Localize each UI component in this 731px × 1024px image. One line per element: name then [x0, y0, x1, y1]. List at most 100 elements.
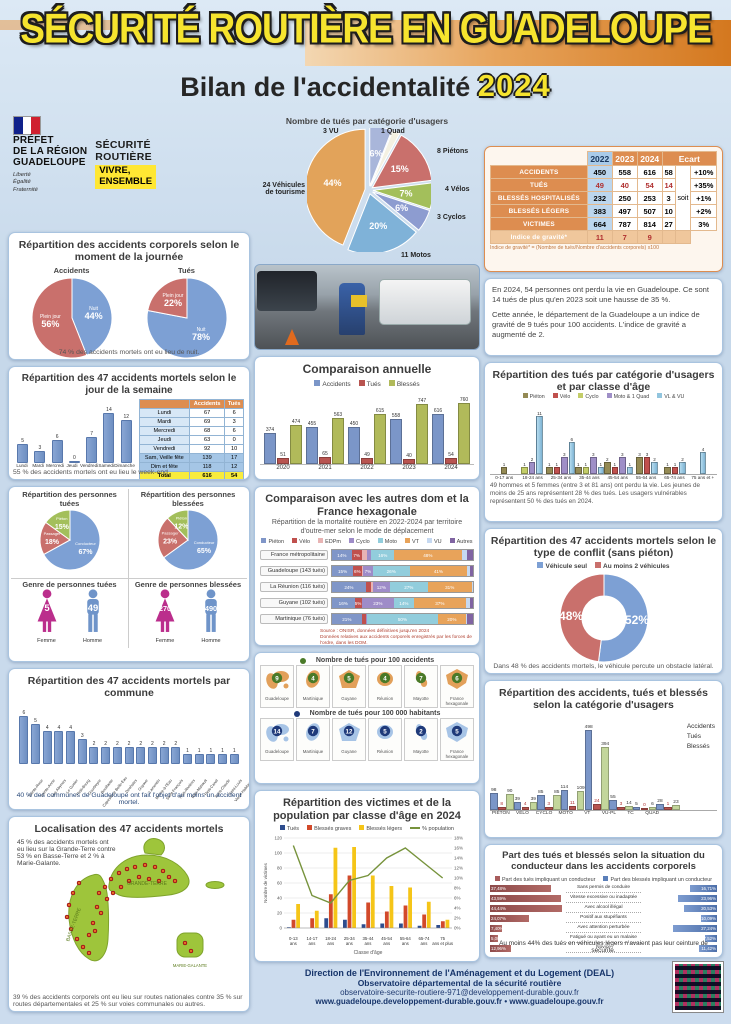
svg-text:45-54: 45-54	[381, 936, 393, 941]
bar-value: 114	[560, 785, 569, 791]
conducteur-label: Vitesse excessive ou inadaptée	[566, 894, 641, 903]
stacked-segment	[467, 566, 471, 577]
pie-ext-label: 1 Quad	[381, 128, 405, 135]
left-column: PRÉFET DE LA RÉGION GUADELOUPE Liberté Égal…	[8, 112, 250, 1012]
slice-name: Piéton	[56, 516, 67, 521]
panel-conducteur: Part des tués et blessés selon la situat…	[484, 844, 723, 958]
bar	[458, 402, 470, 464]
genre-blesses-pictogram: 270 Femme 490 Homme	[130, 589, 246, 647]
panel-note: 49 hommes et 5 femmes (entre 3 et 81 ans…	[490, 482, 701, 505]
bar-value: 394	[601, 741, 610, 747]
pie-slice	[163, 509, 219, 571]
bar	[68, 461, 80, 463]
bar-value: 3	[562, 451, 566, 457]
svg-text:ans: ans	[309, 941, 316, 946]
tues-bar-zone: 7,40%	[490, 925, 566, 933]
dom-row-label: Martinique (76 tués)	[260, 614, 328, 625]
tues-value: 44,44%	[491, 905, 506, 911]
bar-value: 90	[507, 789, 513, 795]
bar-wrap: 1	[582, 400, 589, 475]
bar-value: 85	[538, 789, 544, 795]
summary-paragraph-1: En 2024, 54 personnes ont perdu la vie e…	[492, 285, 710, 305]
bar-wrap: 49	[361, 388, 373, 464]
svg-text:6: 6	[455, 675, 459, 682]
dom-row: Martinique (76 tués) 21% 50% 20%	[260, 613, 474, 626]
territory-map: 4 Martinique	[296, 665, 330, 708]
legend-item: Tués	[280, 825, 299, 832]
person-value: 5	[44, 602, 49, 613]
svg-text:4: 4	[311, 675, 315, 682]
catage-chart: 1 1 2 11 1 1 3 6 1 1 3 1 2 1 3 1 3 3 2 1 1 2 4 0-17 ans 18-24 an…	[490, 400, 717, 480]
branding-block: PRÉFET DE LA RÉGION GUADELOUPE Liberté Égal…	[8, 112, 250, 226]
panel-usagers: Répartition des accidents, tués et bless…	[484, 680, 723, 838]
stacked-segment: 24%	[332, 582, 366, 593]
footer-links[interactable]: www.guadeloupe.developpement-durable.gou…	[315, 997, 604, 1006]
stacked-segment	[471, 582, 473, 593]
bar-value: 85	[554, 789, 560, 795]
pie-slice	[146, 277, 187, 319]
legend-item: Autres	[449, 538, 473, 545]
bar-value: 1	[584, 462, 588, 468]
maps-title-2: Nombre de tués pour 100 000 habitants	[309, 710, 441, 717]
bar-wrap: 1	[664, 714, 672, 811]
bar-group: 2	[170, 702, 182, 765]
pie-slice	[31, 277, 87, 359]
bar-value: 1	[613, 462, 617, 468]
panel-title: Répartition des 47 accidents mortels sel…	[490, 535, 717, 560]
blesses-value: 11,42%	[701, 945, 716, 951]
pie-chart: 6% 15% 7% 6% 20% 44%	[304, 125, 434, 255]
bar-wrap: 90	[506, 714, 514, 811]
bar	[194, 754, 204, 765]
blue-dot-icon	[293, 710, 300, 717]
bar-wrap: 3	[619, 400, 626, 475]
stacked-segment: 31%	[427, 582, 472, 593]
territory-label: Mayotte	[413, 749, 429, 754]
bar	[500, 467, 508, 475]
svg-text:GRANDE-TERRE: GRANDE-TERRE	[127, 881, 168, 887]
catage-groups: 1 1 2 11 1 1 3 6 1 1 3 1 2 1 3 1 3 3 2 1 1 2 4	[490, 400, 717, 476]
bar-wrap: 3	[643, 400, 651, 475]
age-chart: 0 20 40 60 80 100 120 0% 2% 4% 6% 8% 10% 12% 14% 16% 18%…	[260, 832, 474, 961]
bar-value: 2	[605, 456, 609, 462]
x-label: 35-44 ans	[579, 475, 600, 481]
footer-email-link[interactable]: observatoire-securite-routiere-971@devel…	[340, 988, 579, 997]
x-label: Lundi	[16, 463, 28, 468]
legend-item: Blessés	[686, 743, 710, 751]
bar-wrap: 563	[332, 388, 344, 464]
slice-pct: 44%	[84, 311, 102, 321]
bar-wrap: 65	[319, 388, 331, 464]
legend-item: Piéton	[522, 393, 545, 400]
stacked-segment: 16%	[332, 598, 355, 609]
photo-officer	[339, 283, 365, 335]
bar	[264, 432, 276, 464]
age-bar	[399, 923, 403, 929]
territory-label: France hexagonale	[445, 696, 469, 706]
x-label: 2022	[360, 464, 374, 471]
bar	[648, 806, 657, 811]
header-orange-band	[305, 20, 731, 66]
bar-group: 7	[83, 399, 100, 463]
panel-note: 74 % des accidents mortels ont eu lieu d…	[58, 349, 200, 356]
x-label: VT	[584, 811, 591, 817]
bar	[521, 806, 529, 811]
bar-wrap: 4	[699, 400, 707, 475]
blesses-value: 20,53%	[701, 905, 716, 911]
bar-group: 1	[205, 702, 217, 765]
pie-personnes-tuees: Conducteur 67% Passager 18% Piéton 15%	[12, 508, 127, 577]
bar-value: 455	[307, 420, 317, 427]
legend-item: Accidents	[686, 723, 715, 731]
bar-group: 1	[182, 702, 194, 765]
bar-group: 14	[100, 399, 117, 463]
territory-label: Guadeloupe	[265, 696, 289, 701]
territory-map: 9 Guadeloupe	[260, 665, 294, 708]
year-group: 616 54 760	[432, 388, 470, 464]
age-bar	[314, 911, 319, 929]
panel-tues-age-categorie: Répartition des tués par catégorie d'usa…	[484, 362, 723, 522]
bar	[319, 456, 331, 464]
bar-wrap: 4	[521, 714, 529, 811]
bar	[171, 746, 181, 765]
bar	[664, 806, 672, 811]
bar	[103, 413, 115, 463]
pie-slice	[372, 191, 431, 231]
bar-value: 3	[638, 451, 641, 457]
